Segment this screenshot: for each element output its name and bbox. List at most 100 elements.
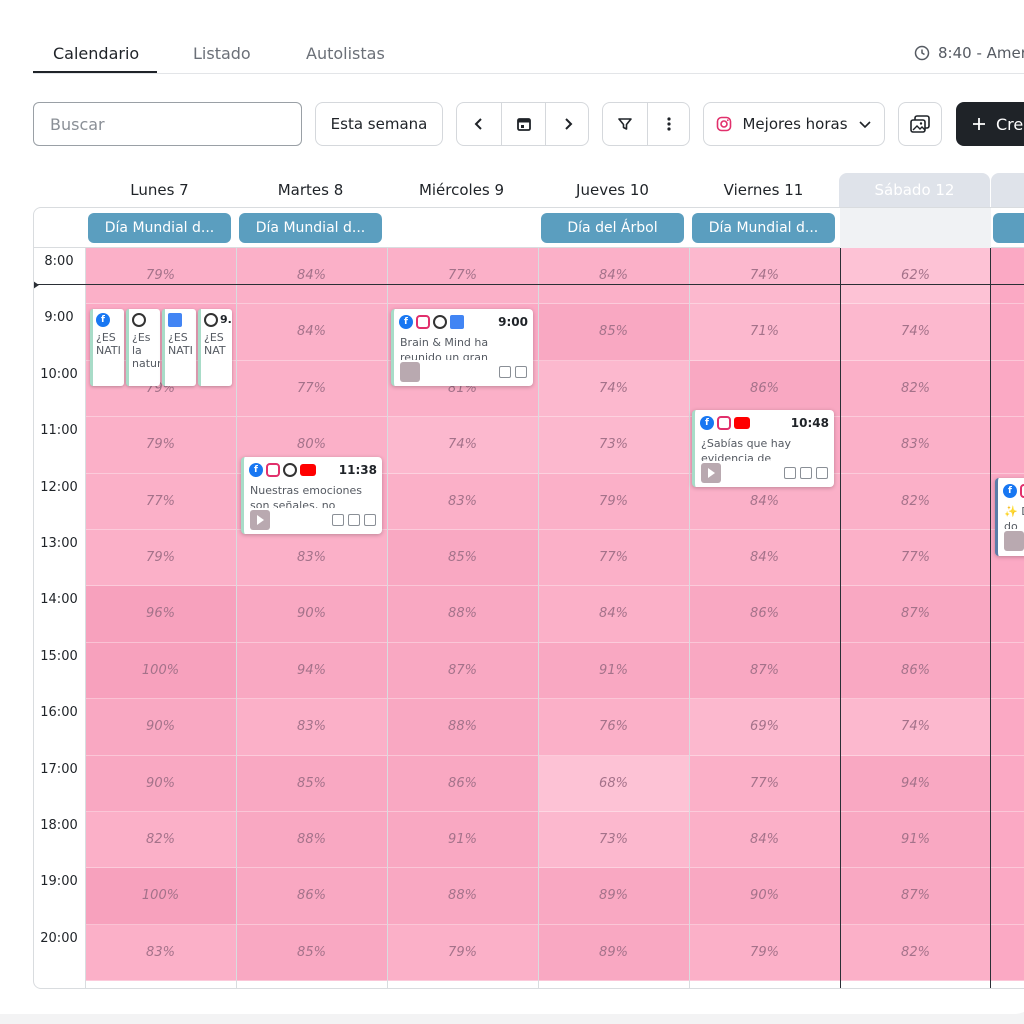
special-day-pill[interactable]: D [993,213,1024,243]
post-card[interactable]: f 11:38 Nuestras emociones son señales, no… [241,457,382,534]
time-slot-cell[interactable]: 77% [236,360,387,418]
time-slot-cell[interactable]: 74% [387,417,538,474]
date-picker-button[interactable] [501,103,545,145]
time-slot-cell[interactable]: 94% [840,755,991,812]
time-slot-cell[interactable]: 84% [538,586,689,643]
time-slot-cell[interactable] [990,924,1024,982]
post-card[interactable]: f 9:00 Brain & Mind ha reunido un gran equ… [391,309,533,386]
time-slot-cell[interactable] [990,248,1024,305]
time-slot-cell[interactable]: 79% [689,924,840,982]
time-slot-cell[interactable]: 87% [689,642,840,700]
day-header[interactable]: Jueves 10 [576,181,649,199]
tab-listado[interactable]: Listado [193,44,251,63]
time-slot-cell[interactable]: 85% [538,304,689,361]
time-slot-cell[interactable]: 85% [387,530,538,587]
time-slot-cell[interactable] [990,586,1024,643]
time-slot-cell[interactable] [990,642,1024,700]
time-slot-cell[interactable] [990,417,1024,474]
post-card-compact[interactable]: ¿ES NATI [162,309,196,386]
special-day-pill[interactable]: Día del Árbol [541,213,684,243]
special-day-pill[interactable]: Día Mundial d... [239,213,382,243]
time-slot-cell[interactable]: 82% [840,924,991,982]
time-slot-cell[interactable]: 79% [85,417,236,474]
time-slot-cell[interactable]: 71% [689,304,840,361]
day-header[interactable]: Martes 8 [277,181,344,199]
this-week-button[interactable]: Esta semana [315,102,443,146]
time-slot-cell[interactable]: 88% [387,699,538,756]
time-slot-cell[interactable]: 96% [85,586,236,643]
time-slot-cell[interactable]: 84% [689,530,840,587]
time-slot-cell[interactable]: 90% [85,755,236,812]
time-slot-cell[interactable]: 89% [538,868,689,925]
time-slot-cell[interactable]: 87% [840,586,991,643]
time-slot-cell[interactable]: 83% [840,417,991,474]
time-slot-cell[interactable]: 90% [689,868,840,925]
time-slot-cell[interactable]: 82% [840,360,991,418]
time-slot-cell[interactable]: 79% [387,924,538,982]
time-slot-cell[interactable]: 84% [236,304,387,361]
time-slot-cell[interactable]: 86% [387,755,538,812]
filter-button[interactable] [603,103,647,145]
media-gallery-button[interactable] [898,102,942,146]
special-day-pill[interactable]: Día Mundial d... [88,213,231,243]
time-slot-cell[interactable]: 73% [538,417,689,474]
special-day-pill[interactable]: Día Mundial d... [692,213,835,243]
time-slot-cell[interactable]: 74% [689,248,840,305]
time-slot-cell[interactable]: 89% [538,924,689,982]
time-slot-cell[interactable]: 79% [85,248,236,305]
time-slot-cell[interactable]: 85% [236,924,387,982]
time-slot-cell[interactable]: 83% [236,530,387,587]
time-slot-cell[interactable] [990,360,1024,418]
time-slot-cell[interactable] [990,755,1024,812]
day-header[interactable]: Sábado 12 [839,173,990,207]
next-week-button[interactable] [545,103,589,145]
best-hours-select[interactable]: Mejores horas [703,102,885,146]
time-slot-cell[interactable] [990,868,1024,925]
time-slot-cell[interactable]: 73% [538,812,689,869]
time-slot-cell[interactable] [990,699,1024,756]
create-post-button[interactable]: Cre [956,102,1024,146]
time-slot-cell[interactable]: 91% [387,812,538,869]
time-slot-cell[interactable]: 87% [840,868,991,925]
post-card[interactable]: f ✨ D un do [995,478,1024,556]
time-slot-cell[interactable]: 86% [236,868,387,925]
time-slot-cell[interactable]: 88% [387,868,538,925]
time-slot-cell[interactable]: 87% [387,642,538,700]
time-slot-cell[interactable]: 69% [689,699,840,756]
more-options-button[interactable] [647,103,690,145]
time-slot-cell[interactable]: 90% [236,586,387,643]
time-slot-cell[interactable]: 77% [85,473,236,530]
post-card[interactable]: f 10:48 ¿Sabías que hay evidencia de civil… [692,410,834,487]
time-slot-cell[interactable]: 86% [689,360,840,418]
time-slot-cell[interactable]: 83% [236,699,387,756]
time-slot-cell[interactable]: 76% [538,699,689,756]
time-slot-cell[interactable]: 83% [85,924,236,982]
day-header[interactable]: Miércoles 9 [418,181,505,199]
prev-week-button[interactable] [457,103,501,145]
day-header[interactable] [991,173,1024,207]
time-slot-cell[interactable]: 74% [840,699,991,756]
time-slot-cell[interactable]: 82% [85,812,236,869]
time-slot-cell[interactable]: 85% [236,755,387,812]
post-card-compact[interactable]: 9. ¿ES NAT [198,309,232,386]
tab-calendario[interactable]: Calendario [53,44,140,63]
time-slot-cell[interactable]: 86% [840,642,991,700]
day-header[interactable]: Viernes 11 [723,181,804,199]
time-slot-cell[interactable]: 79% [538,473,689,530]
time-slot-cell[interactable]: 79% [85,530,236,587]
time-slot-cell[interactable] [990,812,1024,869]
timezone-clock[interactable]: 8:40 - Amer [914,44,1024,62]
time-slot-cell[interactable]: 100% [85,642,236,700]
day-header[interactable]: Lunes 7 [130,181,189,199]
time-slot-cell[interactable]: 84% [236,248,387,305]
tab-autolistas[interactable]: Autolistas [306,44,385,63]
time-slot-cell[interactable]: 90% [85,699,236,756]
time-slot-cell[interactable]: 88% [387,586,538,643]
post-card-compact[interactable]: ¿Es la natur [126,309,160,386]
time-slot-cell[interactable]: 82% [840,473,991,530]
time-slot-cell[interactable]: 68% [538,755,689,812]
time-slot-cell[interactable]: 86% [689,586,840,643]
time-slot-cell[interactable]: 91% [840,812,991,869]
time-slot-cell[interactable]: 94% [236,642,387,700]
time-slot-cell[interactable]: 83% [387,473,538,530]
